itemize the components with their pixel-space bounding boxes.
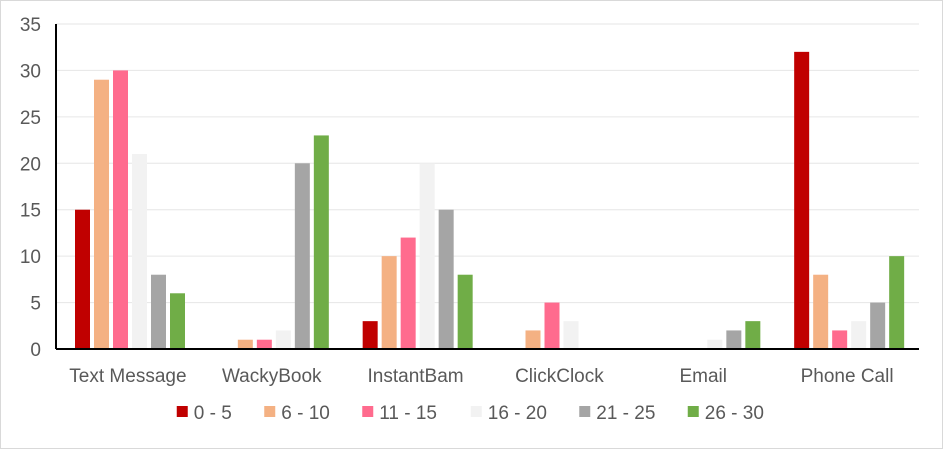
x-category-label: ClickClock [515, 366, 604, 387]
x-category-label: InstantBam [368, 366, 464, 387]
bar [362, 321, 378, 349]
legend-label: 16 - 20 [488, 403, 547, 424]
bar [419, 163, 435, 349]
bar [832, 330, 848, 349]
bar [113, 70, 128, 349]
bar [438, 209, 454, 349]
bar [132, 154, 147, 349]
bar [745, 321, 761, 349]
bar [170, 293, 185, 349]
bar [726, 330, 742, 349]
y-tick-label: 0 [30, 340, 41, 361]
bar [381, 256, 397, 349]
x-category-label: WackyBook [222, 366, 322, 387]
legend-label: 21 - 25 [596, 403, 655, 424]
x-category-label: Text Message [69, 366, 186, 387]
bar [94, 79, 109, 349]
x-axis-categories: Text Message WackyBook InstantBam ClickCloc… [69, 366, 893, 387]
bar [525, 330, 541, 349]
bar [151, 274, 166, 349]
bar [237, 339, 253, 349]
legend-swatch [687, 406, 699, 417]
legend-swatch [579, 406, 591, 417]
bar [294, 163, 310, 349]
bar [457, 274, 473, 349]
bar [851, 321, 867, 349]
bars [75, 51, 905, 349]
legend-swatch [362, 406, 374, 417]
bar [794, 51, 810, 349]
bar [275, 330, 291, 349]
y-tick-label: 15 [20, 201, 41, 222]
gridlines [56, 23, 919, 304]
bar [544, 302, 560, 349]
y-tick-label: 35 [20, 15, 41, 36]
bar [813, 274, 829, 349]
legend-swatch [470, 406, 482, 417]
legend-label: 0 - 5 [194, 403, 232, 424]
legend-label: 11 - 15 [379, 403, 437, 424]
legend-label: 26 - 30 [705, 403, 764, 424]
x-category-label: Phone Call [801, 366, 894, 387]
legend-swatch [264, 406, 276, 417]
y-tick-label: 5 [30, 294, 41, 315]
bar [563, 321, 579, 349]
x-category-label: Email [679, 366, 727, 387]
legend-swatch [176, 406, 188, 417]
bar [889, 256, 905, 349]
axes [55, 24, 919, 350]
y-tick-label: 25 [20, 108, 41, 129]
legend: 0 - 5 6 - 10 11 - 15 16 - 20 21 - 25 26 - 30 [176, 403, 764, 424]
bar [313, 135, 329, 349]
y-tick-label: 30 [20, 61, 41, 82]
bar [75, 209, 90, 349]
bar [256, 339, 272, 349]
bar [870, 302, 886, 349]
y-tick-label: 10 [20, 247, 41, 268]
bar [707, 339, 723, 349]
bar [400, 237, 416, 349]
legend-label: 6 - 10 [281, 403, 330, 424]
y-tick-label: 20 [20, 154, 41, 175]
y-axis-ticks: 0 5 10 15 20 25 30 35 [20, 15, 41, 361]
